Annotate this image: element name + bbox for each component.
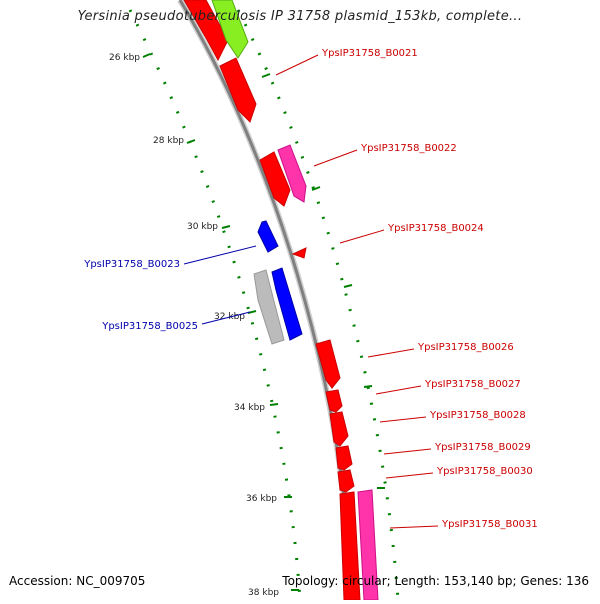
outer-tick-2 (311, 186, 321, 191)
gene-b0024 (291, 247, 307, 259)
gene-b0023 (257, 220, 279, 253)
gene-b0029 (335, 445, 353, 471)
gene-b0027 (325, 389, 343, 413)
label-b0031: YpsIP31758_B0031 (441, 519, 538, 530)
tick-30 (221, 225, 231, 229)
gene-b0021 (219, 57, 257, 123)
reverse-genes (253, 220, 303, 345)
label-b0028: YpsIP31758_B0028 (429, 410, 526, 421)
scale-label-30: 30 kbp (187, 222, 218, 232)
genome-summary: Topology: circular; Length: 153,140 bp; … (282, 574, 589, 588)
scale-label-28: 28 kbp (153, 136, 184, 146)
tick-34 (269, 403, 279, 406)
accession-text: Accession: NC_009705 (9, 574, 146, 588)
forward-gene-labels: YpsIP31758_B0021 YpsIP31758_B0022 YpsIP3… (321, 48, 538, 530)
gene-b0022b (277, 144, 307, 203)
scale-label-38: 38 kbp (248, 588, 279, 598)
label-b0029: YpsIP31758_B0029 (434, 442, 531, 453)
label-b0021: YpsIP31758_B0021 (321, 48, 418, 59)
gene-top-red (183, 0, 229, 62)
gene-b0025-grey (253, 269, 285, 345)
scale-label-36: 36 kbp (246, 494, 277, 504)
map-title: Yersinia pseudotuberculosis IP 31758 pla… (77, 9, 523, 24)
scale-label-26: 26 kbp (109, 53, 140, 63)
gene-b0022a (259, 151, 291, 207)
label-b0025: YpsIP31758_B0025 (101, 321, 198, 332)
label-b0030: YpsIP31758_B0030 (436, 466, 533, 477)
tick-26 (142, 53, 151, 58)
outer-tick-4 (363, 385, 373, 388)
tick-28 (186, 139, 196, 144)
outer-tick-1 (261, 73, 271, 78)
gene-b0026 (315, 339, 341, 389)
label-b0024: YpsIP31758_B0024 (387, 223, 484, 234)
label-b0022: YpsIP31758_B0022 (360, 143, 457, 154)
gene-b0025 (271, 267, 303, 341)
gene-b0028 (329, 411, 349, 447)
label-b0026: YpsIP31758_B0026 (417, 342, 514, 353)
gene-highlight (211, 0, 249, 59)
label-b0023: YpsIP31758_B0023 (83, 259, 180, 270)
reverse-gene-labels: YpsIP31758_B0023 YpsIP31758_B0025 (83, 259, 198, 332)
gene-b0030 (337, 469, 355, 493)
forward-genes (183, 0, 379, 601)
outer-tick-3 (343, 284, 353, 288)
label-b0027: YpsIP31758_B0027 (424, 379, 521, 390)
leader-lines (183, 54, 439, 529)
scale-label-34: 34 kbp (234, 403, 265, 413)
